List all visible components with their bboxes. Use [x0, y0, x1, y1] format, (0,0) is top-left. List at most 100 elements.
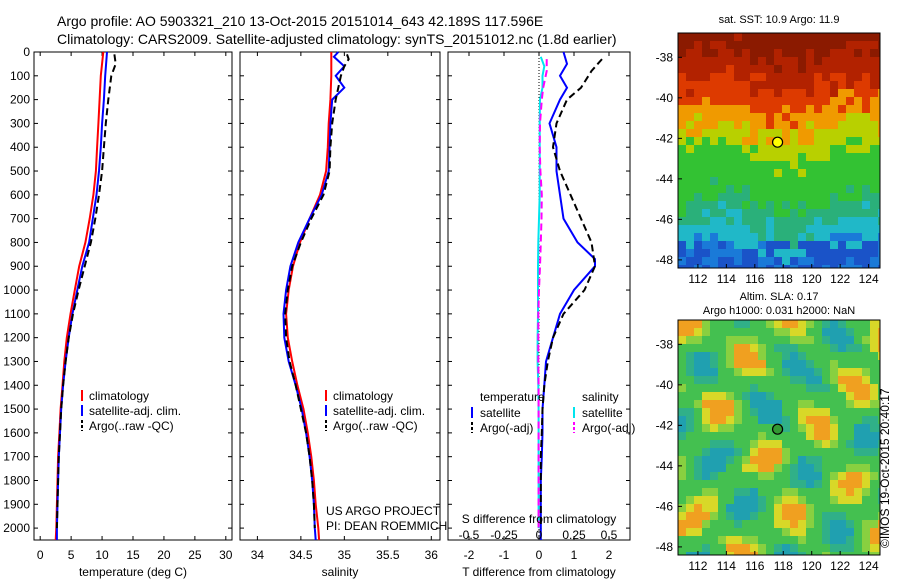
map-cell — [742, 504, 750, 512]
map-cell — [686, 384, 694, 392]
map-cell — [846, 241, 854, 249]
map-cell — [798, 336, 806, 344]
map-cell — [710, 41, 718, 49]
map-cell — [814, 544, 822, 552]
map-cell — [726, 209, 734, 217]
map-y-tick-label: -46 — [656, 499, 674, 513]
map-cell — [686, 137, 694, 145]
map-cell — [862, 344, 870, 352]
map-cell — [862, 424, 870, 432]
map-cell — [806, 424, 814, 432]
chart-title-line2: Climatology: CARS2009. Satellite-adjuste… — [57, 31, 617, 47]
map-cell — [790, 193, 798, 201]
map-cell — [742, 177, 750, 185]
map-cell — [774, 416, 782, 424]
map-cell — [718, 217, 726, 225]
map-cell — [734, 257, 742, 265]
map-cell — [878, 89, 880, 97]
map-cell — [742, 137, 750, 145]
series-line — [282, 51, 346, 541]
map-cell — [790, 249, 798, 257]
map-cell — [710, 177, 718, 185]
map-cell — [798, 360, 806, 368]
map-cell — [822, 49, 830, 57]
sla-map: 112 114 116 118 120 122 124-38-40-42-44-46-48A… — [656, 291, 881, 573]
map-cell — [774, 209, 782, 217]
map-cell — [694, 424, 702, 432]
map-cell — [766, 480, 774, 488]
map-cell — [734, 408, 742, 416]
map-cell — [822, 456, 830, 464]
map-cell — [806, 440, 814, 448]
map-cell — [854, 129, 862, 137]
map-cell — [854, 504, 862, 512]
map-cell — [758, 129, 766, 137]
map-cell — [862, 528, 870, 536]
map-cell — [782, 360, 790, 368]
map-cell — [678, 81, 686, 89]
map-cell — [806, 177, 814, 185]
map-cell — [830, 536, 838, 544]
map-cell — [678, 201, 686, 209]
map-cell — [694, 225, 702, 233]
map-cell — [814, 233, 822, 241]
map-cell — [718, 384, 726, 392]
map-cell — [806, 456, 814, 464]
map-cell — [854, 137, 862, 145]
map-cell — [718, 265, 726, 268]
map-cell — [758, 185, 766, 193]
map-cell — [814, 456, 822, 464]
map-cell — [718, 137, 726, 145]
map-cell — [846, 73, 854, 81]
map-cell — [790, 129, 798, 137]
map-cell — [878, 360, 880, 368]
map-cell — [798, 153, 806, 161]
map-cell — [766, 41, 774, 49]
map-cell — [790, 209, 798, 217]
map-cell — [790, 448, 798, 456]
map-cell — [878, 440, 880, 448]
map-cell — [702, 512, 710, 520]
map-cell — [766, 73, 774, 81]
map-cell — [702, 201, 710, 209]
map-cell — [854, 105, 862, 113]
map-cell — [822, 480, 830, 488]
map-cell — [750, 464, 758, 472]
map-cell — [862, 97, 870, 105]
map-cell — [790, 472, 798, 480]
map-cell — [766, 376, 774, 384]
map-cell — [734, 352, 742, 360]
map-cell — [878, 432, 880, 440]
s-tick-label: -0.25 — [490, 528, 518, 542]
map-cell — [822, 89, 830, 97]
map-cell — [686, 400, 694, 408]
map-cell — [678, 97, 686, 105]
map-cell — [798, 472, 806, 480]
series-line — [539, 58, 603, 529]
map-cell — [790, 65, 798, 73]
map-cell — [718, 241, 726, 249]
map-cell — [686, 360, 694, 368]
map-cell — [734, 89, 742, 97]
map-cell — [846, 488, 854, 496]
map-cell — [870, 113, 878, 121]
map-cell — [726, 496, 734, 504]
map-cell — [750, 528, 758, 536]
map-cell — [798, 320, 806, 328]
x-tick-label: 35.5 — [376, 548, 400, 562]
map-cell — [718, 544, 726, 552]
map-cell — [854, 368, 862, 376]
map-cell — [750, 344, 758, 352]
map-cell — [774, 257, 782, 265]
map-cell — [846, 97, 854, 105]
map-cell — [782, 209, 790, 217]
map-cell — [702, 344, 710, 352]
map-cell — [782, 257, 790, 265]
map-cell — [774, 185, 782, 193]
map-cell — [790, 488, 798, 496]
map-cell — [846, 432, 854, 440]
map-cell — [870, 169, 878, 177]
map-cell — [702, 33, 710, 41]
map-cell — [870, 432, 878, 440]
map-cell — [814, 193, 822, 201]
